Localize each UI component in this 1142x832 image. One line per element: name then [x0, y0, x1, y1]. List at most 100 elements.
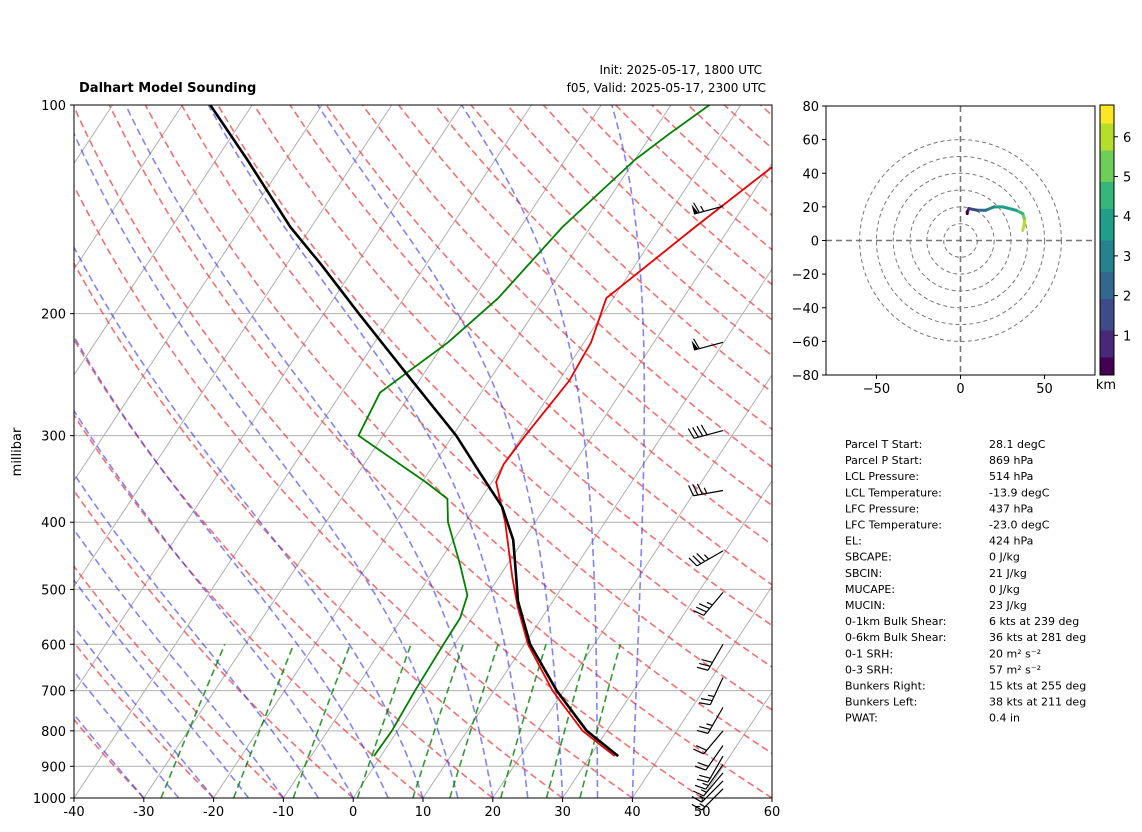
parameter-value: -13.9 degC	[989, 486, 1050, 499]
hodo-y-tick-label: −80	[792, 369, 819, 384]
colorbar-cell	[1100, 253, 1114, 259]
colorbar-tick-label: 5	[1123, 170, 1131, 185]
colorbar-tick-label: 1	[1123, 329, 1131, 344]
parameter-label: LFC Temperature:	[845, 519, 942, 532]
hodo-y-tick-label: 60	[802, 134, 819, 149]
y-tick-label: 900	[41, 760, 66, 775]
parameter-label: 0-3 SRH:	[845, 663, 893, 676]
parameter-label: Bunkers Left:	[845, 696, 917, 709]
hodo-y-tick-label: 0	[811, 235, 819, 250]
dry-adiabat	[723, 105, 772, 150]
colorbar-cell	[1100, 217, 1114, 223]
parcel-trace	[209, 105, 620, 758]
moist-adiabat	[611, 105, 646, 798]
dry-adiabat	[579, 105, 772, 286]
colorbar-cell	[1100, 249, 1114, 254]
dry-adiabat	[144, 105, 772, 755]
colorbar-cell	[1100, 186, 1114, 191]
hodo-x-tick-label: −50	[863, 382, 890, 397]
dry-adiabat	[74, 184, 633, 798]
hodo-y-tick-label: 20	[802, 201, 819, 216]
parameter-value: 424 hPa	[989, 535, 1033, 548]
parameter-label: SBCAPE:	[845, 551, 892, 564]
colorbar-cell	[1100, 294, 1114, 299]
hodo-y-tick-label: −40	[792, 302, 819, 317]
parameter-value: 0 J/kg	[989, 551, 1020, 564]
skew-t-plot-area	[74, 105, 772, 798]
wind-barb	[691, 202, 724, 215]
colorbar-cell	[1100, 141, 1114, 146]
colorbar-cell	[1100, 213, 1114, 218]
colorbar-cell	[1100, 262, 1114, 268]
mixing-ratio-line	[160, 643, 226, 798]
colorbar-cell	[1100, 343, 1114, 349]
isotherm-line	[492, 374, 772, 798]
parameter-label: EL:	[845, 535, 862, 548]
colorbar-tick-label: 4	[1123, 210, 1131, 225]
colorbar-tick-label: 3	[1123, 250, 1131, 265]
hodograph-axes: −50 0 50 −80 −60 −40 −20 0 20 40 60 80	[792, 100, 1053, 397]
y-axis-label: millibar	[10, 427, 25, 476]
wind-barb	[691, 788, 724, 811]
dry-adiabat	[74, 105, 703, 798]
colorbar-cell	[1100, 316, 1114, 322]
wind-barb	[691, 780, 724, 803]
colorbar-cell	[1100, 114, 1114, 119]
dry-adiabat	[253, 105, 772, 627]
x-tick-label: 60	[764, 805, 781, 820]
wind-barb	[687, 424, 724, 439]
x-tick-label: 30	[554, 805, 571, 820]
colorbar-cell	[1100, 285, 1114, 290]
parameter-label: Parcel P Start:	[845, 454, 922, 467]
wind-barb	[698, 677, 724, 706]
parameter-value: 57 m² s⁻²	[989, 663, 1041, 676]
mixing-ratio-line	[412, 644, 464, 798]
moist-adiabat	[207, 105, 529, 798]
colorbar-cell	[1100, 330, 1114, 335]
hodograph-segment	[984, 205, 996, 212]
y-tick-label: 500	[41, 583, 66, 598]
wind-barb	[693, 591, 724, 616]
dry-adiabat	[108, 105, 772, 798]
parameter-label: Bunkers Right:	[845, 680, 926, 693]
colorbar-cell	[1100, 348, 1114, 353]
x-tick-label: -10	[273, 805, 294, 820]
moist-adiabat	[74, 131, 459, 798]
wind-barb	[693, 730, 724, 755]
parameter-label: MUCIN:	[845, 599, 885, 612]
temperature-trace	[495, 165, 772, 757]
colorbar-cell	[1100, 204, 1114, 209]
dry-adiabat	[74, 489, 354, 798]
parameter-value: 0 J/kg	[989, 583, 1020, 596]
wind-barb	[696, 707, 724, 734]
dry-adiabat	[74, 338, 494, 798]
y-tick-label: 100	[41, 99, 66, 114]
moist-adiabat	[74, 409, 354, 798]
isotherm-line	[701, 691, 772, 798]
colorbar-cell	[1100, 159, 1114, 164]
parameter-label: LCL Temperature:	[845, 486, 942, 499]
colorbar-cell	[1100, 190, 1114, 196]
colorbar-cell	[1100, 123, 1114, 128]
colorbar-cell	[1100, 303, 1114, 308]
parameter-table: Parcel T Start: 28.1 degC Parcel P Start: 8…	[845, 438, 1086, 725]
parameter-label: SBCIN:	[845, 567, 882, 580]
y-tick-label: 1000	[33, 792, 66, 807]
hodograph-plot-area	[826, 106, 1095, 375]
colorbar-cell	[1100, 276, 1114, 281]
wind-barbs	[687, 202, 724, 811]
colorbar-cell	[1100, 177, 1114, 182]
y-tick-label: 400	[41, 516, 66, 531]
y-tick-label: 700	[41, 685, 66, 700]
parameter-label: 0-1km Bulk Shear:	[845, 615, 947, 628]
colorbar-cell	[1100, 109, 1114, 115]
wind-barb	[693, 772, 724, 797]
colorbar-cell	[1100, 150, 1114, 155]
x-tick-label: -40	[63, 805, 84, 820]
x-tick-label: 10	[415, 805, 432, 820]
parameter-value: 20 m² s⁻²	[989, 647, 1041, 660]
mixing-ratio-line	[449, 644, 499, 798]
colorbar-cell	[1100, 163, 1114, 169]
dry-adiabat	[74, 718, 145, 798]
